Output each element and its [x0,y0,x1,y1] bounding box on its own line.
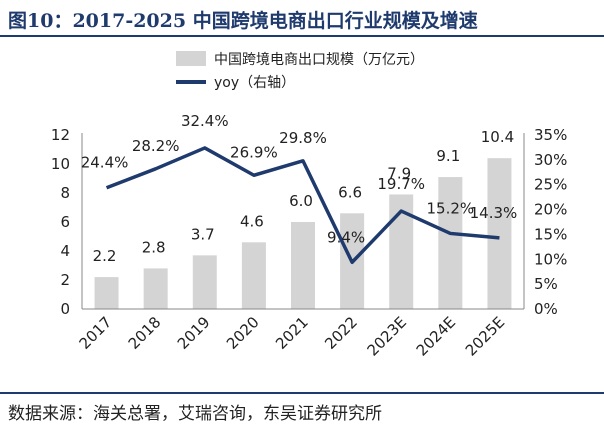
y2-tick-label: 25% [534,176,567,194]
y2-tick-label: 0% [534,300,558,318]
yoy-value-label: 14.3% [470,204,518,222]
source-rule [0,392,604,394]
yoy-value-label: 15.2% [427,199,475,217]
bar [291,222,315,309]
yoy-line [105,146,500,265]
bar-value-label: 7.9 [387,164,411,182]
y-tick-label: 4 [60,242,70,260]
x-tick-label: 2024E [413,313,459,359]
y-tick-label: 10 [51,155,70,173]
y2-tick-label: 20% [534,201,567,219]
legend-label-line: yoy（右轴） [214,75,295,91]
bar-value-label: 9.1 [436,147,460,165]
bar-value-label: 10.4 [481,128,514,146]
bar-value-label: 3.7 [191,225,215,243]
title-rule [0,35,604,37]
bar-value-label: 4.6 [240,212,264,230]
y2-tick-label: 30% [534,151,567,169]
y-tick-label: 8 [60,184,70,202]
bar [487,158,512,309]
bar [192,255,217,309]
source-note: 数据来源：海关总署，艾瑞咨询，东吴证券研究所 [8,404,382,424]
bar [94,277,119,309]
bar-value-label: 2.2 [93,247,117,265]
x-tick-label: 2020 [223,313,263,353]
yoy-value-label: 28.2% [132,137,180,155]
yoy-value-label: 26.9% [230,143,278,161]
y-tick-label: 0 [60,300,70,318]
bar-line-chart: 中国跨境电商出口规模（万亿元） yoy（右轴） 0 2 4 6 8 10 12 0% 5% 10% 15… [51,51,567,360]
y2-tick-label: 10% [534,250,567,268]
legend-label-bar: 中国跨境电商出口规模（万亿元） [214,52,424,68]
y2-tick-label: 5% [534,275,558,293]
x-tick-label: 2019 [174,313,214,353]
yoy-value-label: 24.4% [81,154,129,172]
x-tick-label: 2018 [125,313,165,353]
bar-value-label: 6.0 [289,192,313,210]
y2-tick-label: 35% [534,126,567,144]
yoy-value-label: 9.4% [327,228,365,246]
bar [241,242,266,309]
bar-value-label: 2.8 [142,238,166,256]
x-tick-label: 2022 [321,313,361,353]
yoy-value-label: 29.8% [279,129,327,147]
x-tick-label: 2023E [364,313,410,359]
bar [438,177,463,309]
y-tick-label: 6 [60,213,70,231]
yoy-value-label: 32.4% [181,112,229,130]
x-tick-label: 2025E [462,313,508,359]
y-tick-label: 12 [51,126,70,144]
yoy-value-label: 19.7% [377,175,425,193]
x-tick-label: 2017 [76,313,116,353]
legend-swatch-bar [176,51,206,66]
figure-title: 图10：2017-2025 中国跨境电商出口行业规模及增速 [8,10,478,32]
y2-tick-label: 15% [534,225,567,243]
bar [143,268,168,309]
bar-value-label: 6.6 [338,183,362,201]
x-tick-label: 2021 [272,313,312,353]
y-tick-label: 2 [60,271,70,289]
